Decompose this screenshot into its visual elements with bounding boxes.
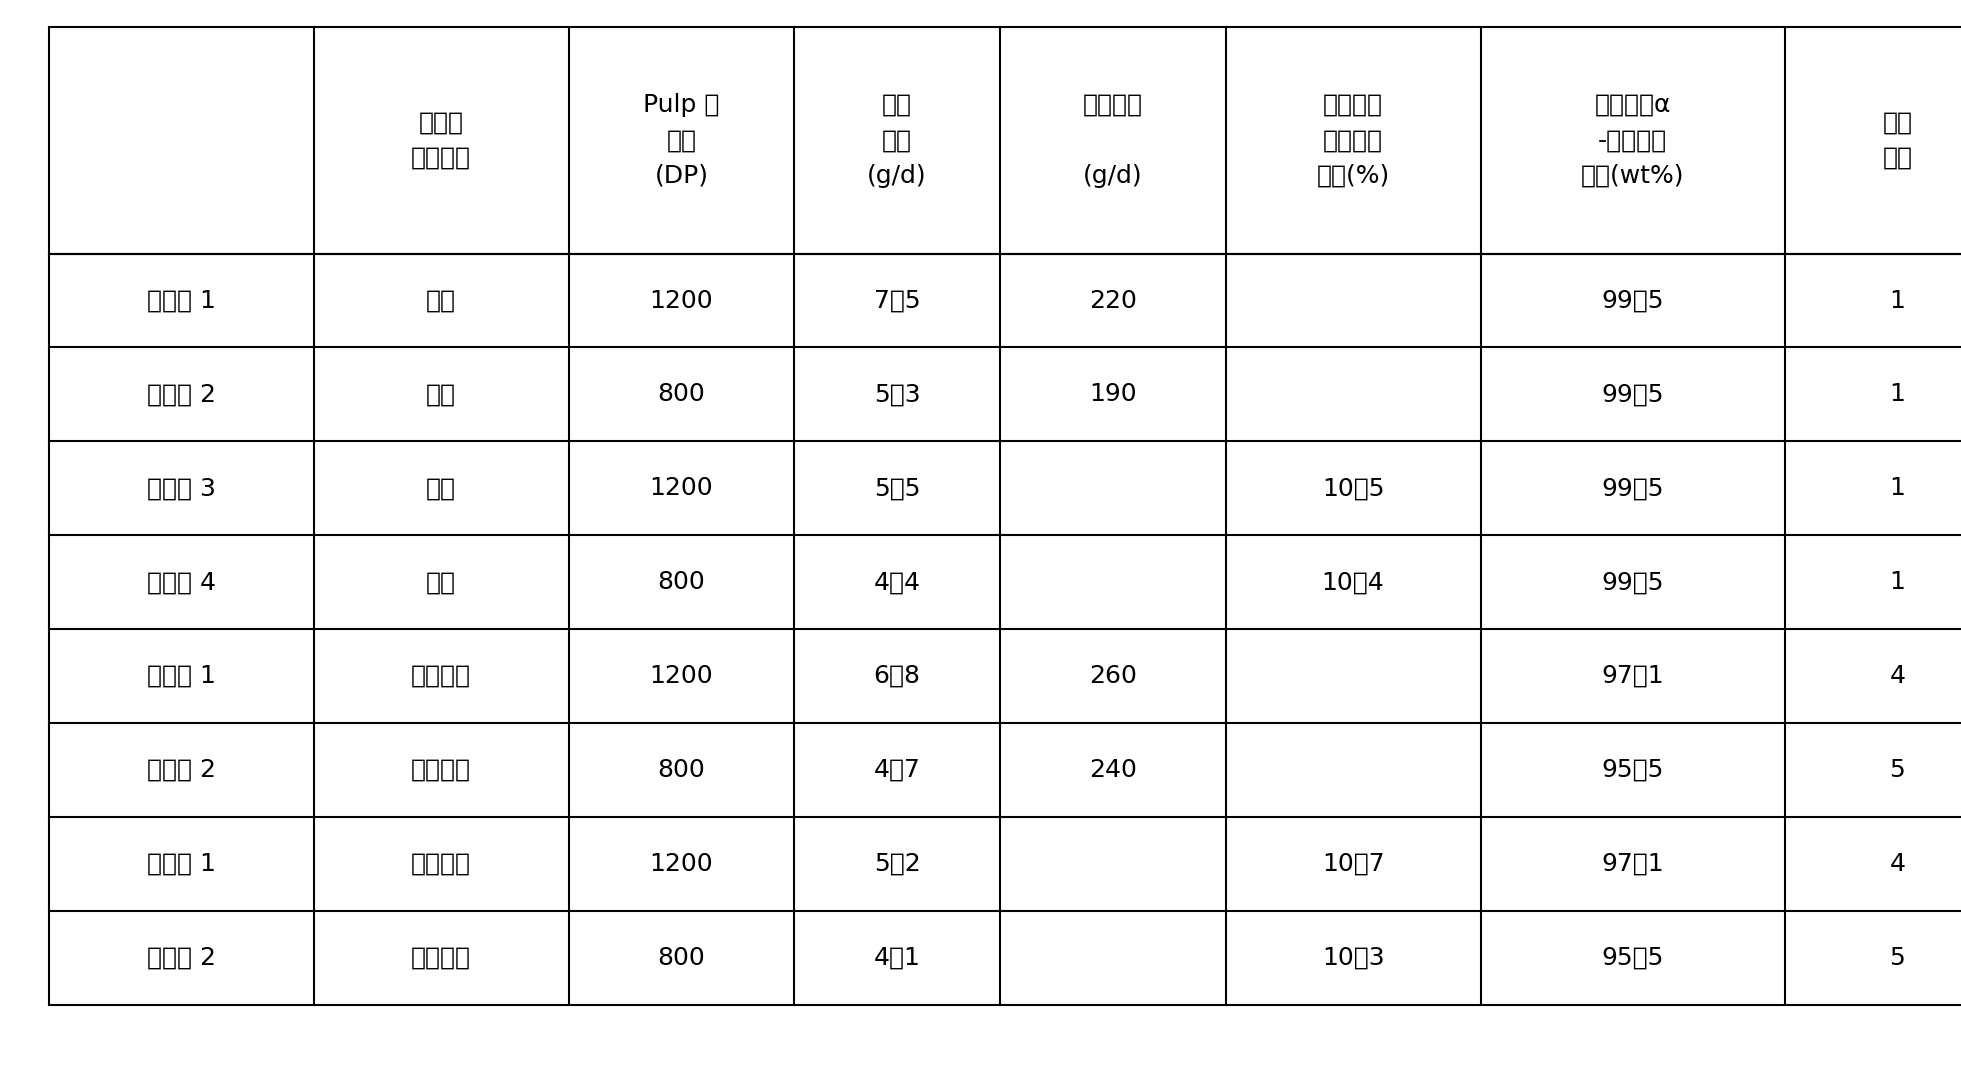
Text: 1: 1 (1888, 288, 1906, 313)
Text: 800: 800 (657, 570, 706, 595)
Text: 软木木浆: 软木木浆 (412, 945, 471, 970)
Text: 10．3: 10．3 (1322, 945, 1384, 970)
Text: 1200: 1200 (649, 851, 714, 876)
Text: 4: 4 (1888, 851, 1906, 876)
Text: 99．5: 99．5 (1602, 288, 1663, 313)
Text: 10．5: 10．5 (1322, 476, 1384, 501)
Text: 99．5: 99．5 (1602, 570, 1663, 595)
Text: 4．7: 4．7 (875, 757, 920, 782)
Text: 1: 1 (1888, 382, 1906, 407)
Text: 240: 240 (1088, 757, 1137, 782)
Text: 软木木浆: 软木木浆 (412, 664, 471, 688)
Text: 比较例 2: 比较例 2 (147, 757, 216, 782)
Text: 260: 260 (1088, 664, 1137, 688)
Text: 软木木浆: 软木木浆 (412, 757, 471, 782)
Text: 1200: 1200 (649, 476, 714, 501)
Text: 棉绒: 棉绒 (426, 288, 457, 313)
Text: 190: 190 (1088, 382, 1137, 407)
Text: 比较例 2: 比较例 2 (147, 945, 216, 970)
Text: 95．5: 95．5 (1602, 945, 1663, 970)
Text: 1200: 1200 (649, 288, 714, 313)
Text: 4．4: 4．4 (875, 570, 920, 595)
Text: 实施例 3: 实施例 3 (147, 476, 216, 501)
Text: 韧性
强度
(g/d): 韧性 强度 (g/d) (867, 93, 928, 188)
Text: 5．3: 5．3 (875, 382, 920, 407)
Text: 5: 5 (1888, 757, 1906, 782)
Text: 4: 4 (1888, 664, 1906, 688)
Text: 棉绒: 棉绒 (426, 382, 457, 407)
Text: 4．1: 4．1 (875, 945, 920, 970)
Text: 97．1: 97．1 (1602, 851, 1663, 876)
Text: 800: 800 (657, 757, 706, 782)
Text: 棉绒: 棉绒 (426, 476, 457, 501)
Text: 97．1: 97．1 (1602, 664, 1663, 688)
Text: 软木木浆: 软木木浆 (412, 851, 471, 876)
Text: 800: 800 (657, 382, 706, 407)
Text: 5: 5 (1888, 945, 1906, 970)
Text: 99．5: 99．5 (1602, 476, 1663, 501)
Text: 1: 1 (1888, 570, 1906, 595)
Text: 棉绒: 棉绒 (426, 570, 457, 595)
Text: 7．5: 7．5 (875, 288, 920, 313)
Text: 10．4: 10．4 (1322, 570, 1384, 595)
Text: 实施例 4: 实施例 4 (147, 570, 216, 595)
Text: 220: 220 (1088, 288, 1137, 313)
Text: 纺纤用
涂料原料: 纺纤用 涂料原料 (412, 110, 471, 170)
Text: 5．2: 5．2 (875, 851, 920, 876)
Text: Pulp 聚
合度
(DP): Pulp 聚 合度 (DP) (643, 93, 720, 188)
Text: 10．7: 10．7 (1322, 851, 1384, 876)
Text: 实施例 2: 实施例 2 (147, 382, 216, 407)
Text: 99．5: 99．5 (1602, 382, 1663, 407)
Text: 1200: 1200 (649, 664, 714, 688)
Text: 初始模量

(g/d): 初始模量 (g/d) (1082, 93, 1143, 188)
Text: 6．8: 6．8 (875, 664, 920, 688)
Text: 1: 1 (1888, 476, 1906, 501)
Text: 原纤
化度: 原纤 化度 (1883, 110, 1912, 170)
Text: 5．5: 5．5 (875, 476, 920, 501)
Text: 原料木浆α
-纤维素的
含量(wt%): 原料木浆α -纤维素的 含量(wt%) (1581, 93, 1684, 188)
Text: 比较例 1: 比较例 1 (147, 664, 216, 688)
Text: 800: 800 (657, 945, 706, 970)
Text: 95．5: 95．5 (1602, 757, 1663, 782)
Text: 实施例 1: 实施例 1 (147, 288, 216, 313)
Text: 比较例 1: 比较例 1 (147, 851, 216, 876)
Text: 短丝纤维
的断裂伸
长率(%): 短丝纤维 的断裂伸 长率(%) (1316, 93, 1390, 188)
